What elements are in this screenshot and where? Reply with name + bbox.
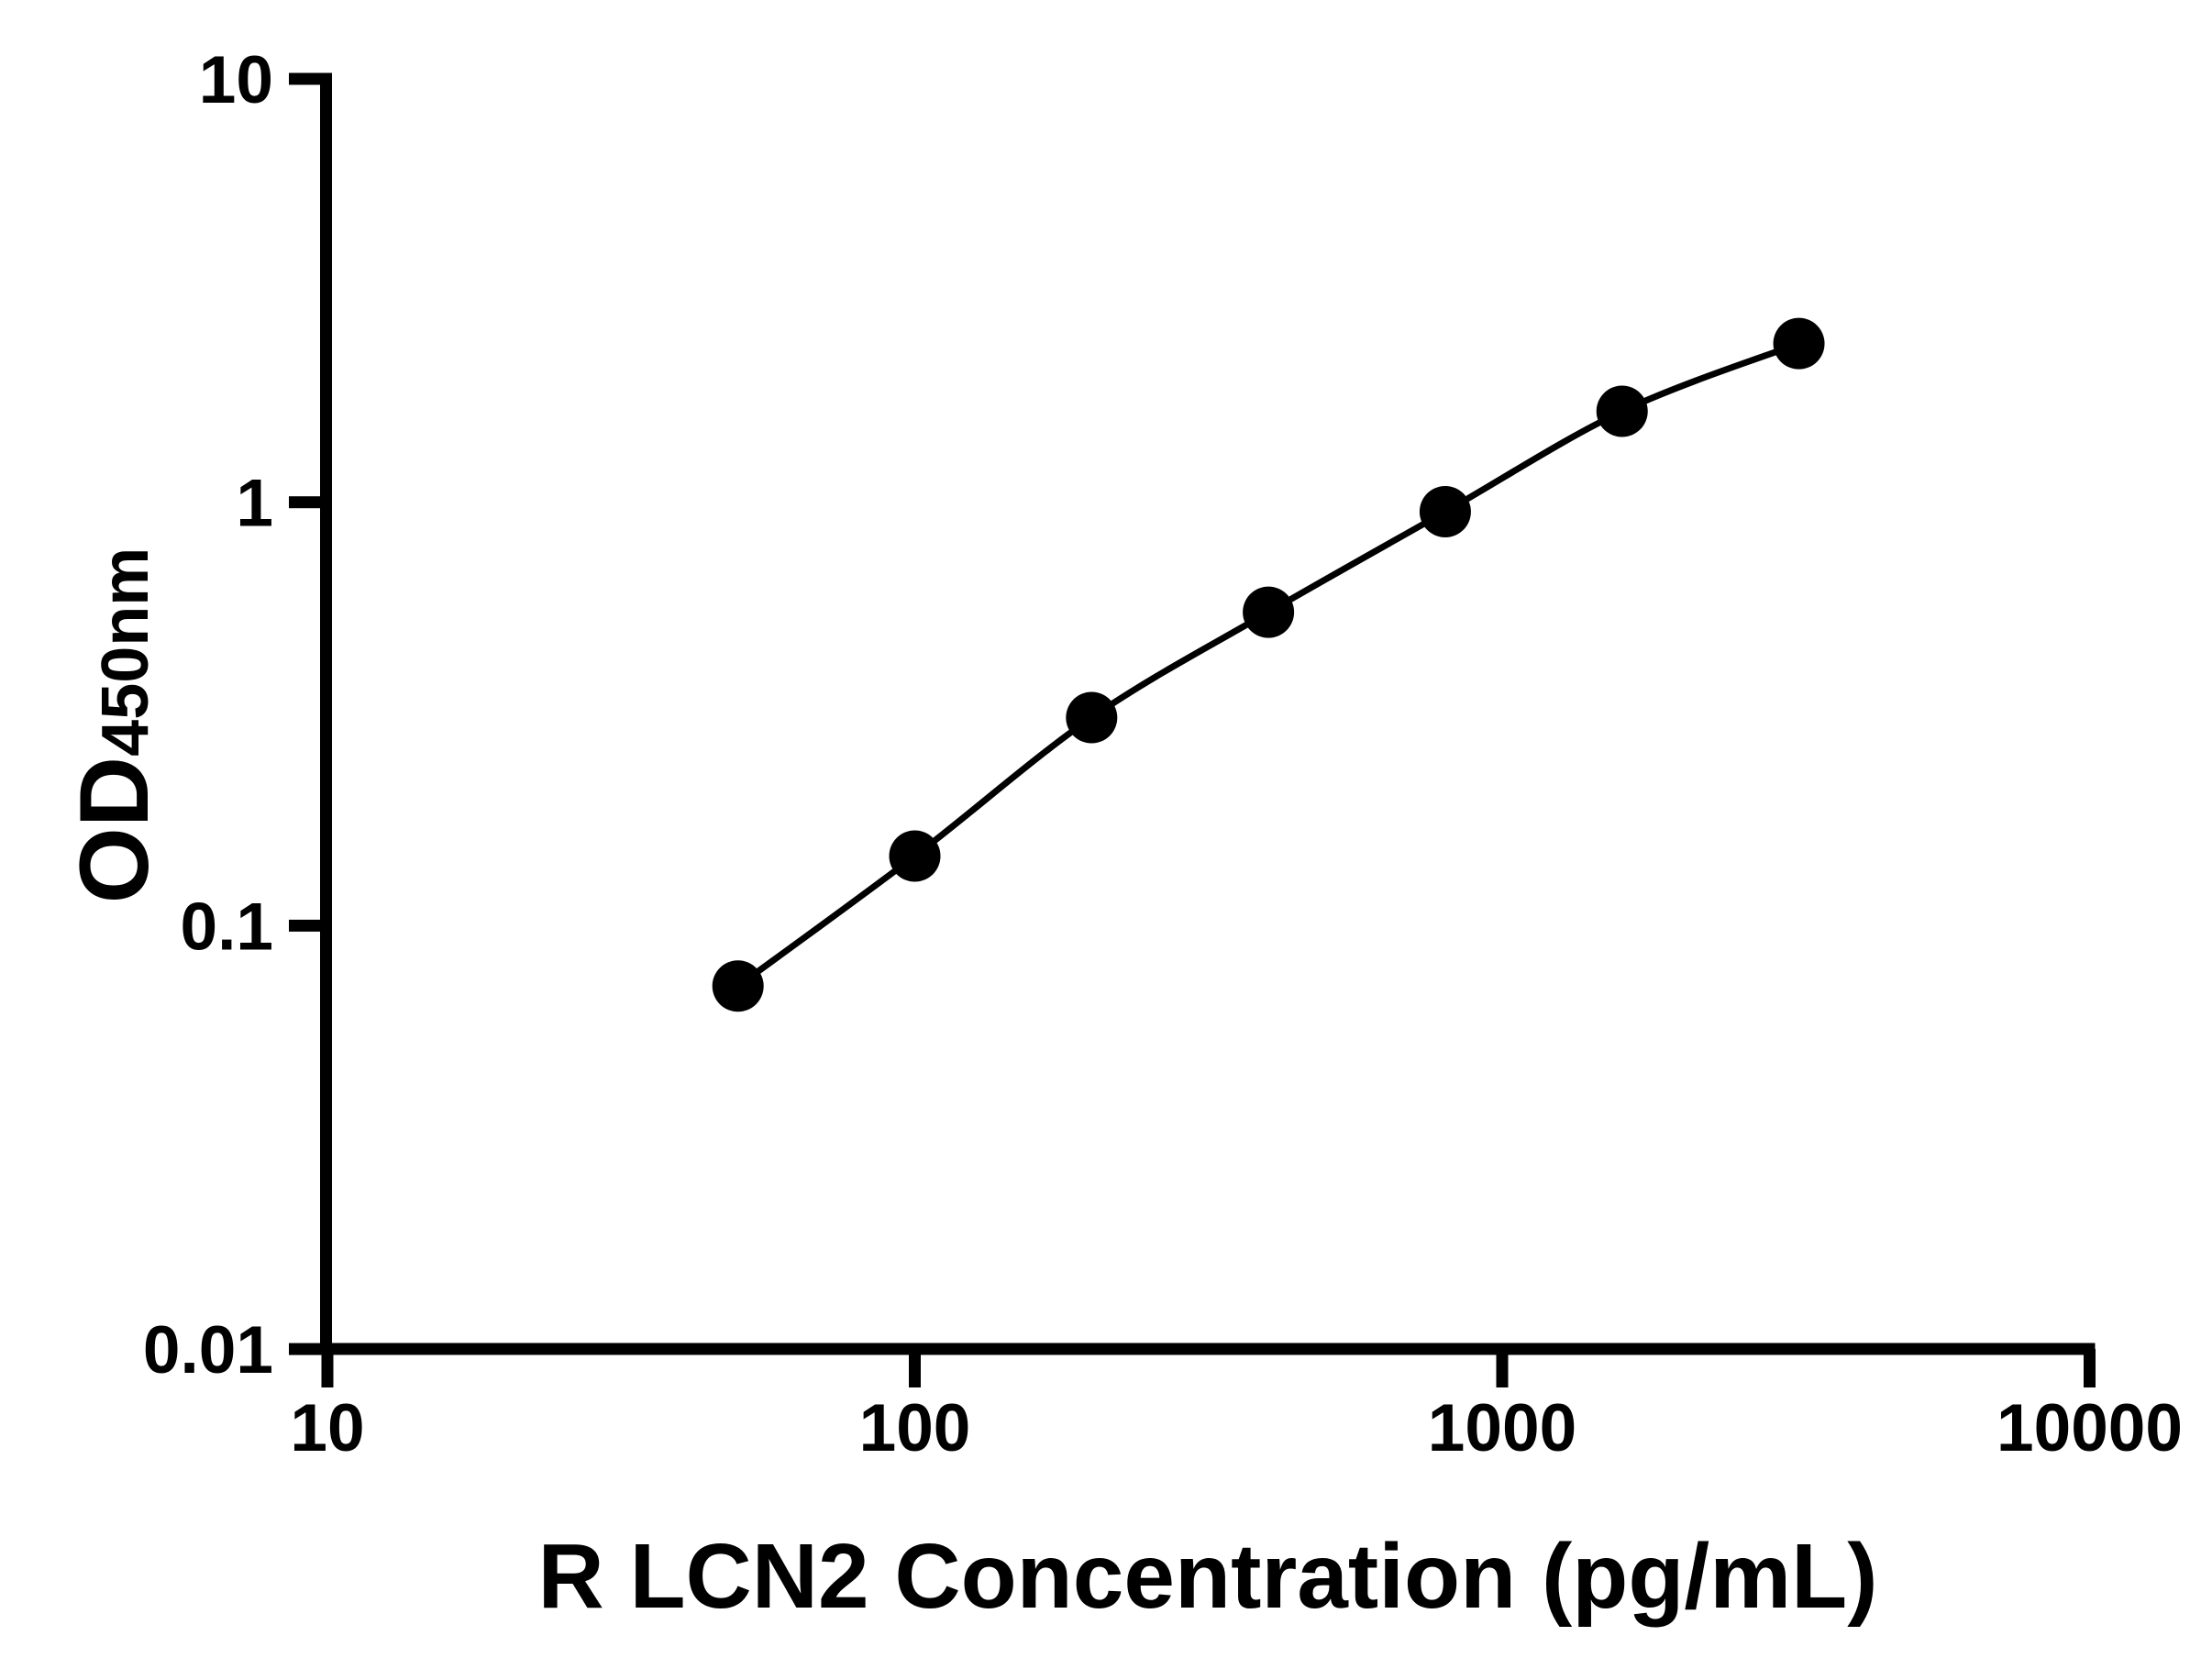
data-point	[1773, 317, 1825, 370]
y-tick-label: 10	[199, 43, 273, 117]
x-tick-label: 10000	[1996, 1391, 2183, 1465]
plot-background	[37, 15, 2201, 1665]
data-point	[1596, 385, 1648, 437]
data-point	[712, 960, 764, 1012]
x-tick-mark	[321, 1349, 334, 1387]
x-tick-mark	[2084, 1349, 2096, 1387]
y-axis-title-main: OD	[59, 757, 169, 904]
x-tick-mark	[909, 1349, 921, 1387]
y-tick-mark	[289, 919, 326, 932]
x-tick-label: 10	[290, 1391, 364, 1465]
x-tick-label: 100	[859, 1391, 971, 1465]
data-points	[712, 317, 1825, 1012]
data-point	[889, 830, 941, 882]
chart-svg: 10 1 0.1 0.01 10 100 1000 10000 OD450nm R LCN2…	[37, 15, 2201, 1665]
data-point	[1419, 485, 1471, 537]
data-point	[1243, 586, 1295, 638]
y-axis-title: OD450nm	[59, 547, 169, 904]
x-tick-mark	[1496, 1349, 1509, 1387]
y-tick-marks	[289, 72, 326, 1355]
x-tick-label: 1000	[1428, 1391, 1576, 1465]
y-axis-line	[320, 72, 332, 1355]
y-tick-labels: 10 1 0.1 0.01	[143, 43, 273, 1387]
x-axis-title: R LCN2 Concentration (pg/mL)	[537, 1525, 1877, 1628]
y-tick-label: 0.1	[181, 890, 273, 964]
y-tick-mark	[289, 1343, 326, 1355]
y-tick-label: 0.01	[143, 1313, 273, 1387]
y-tick-label: 1	[236, 467, 273, 541]
data-point	[1066, 691, 1118, 744]
standard-curve-figure: 10 1 0.1 0.01 10 100 1000 10000 OD450nm R LCN2…	[37, 15, 2201, 1665]
x-tick-labels: 10 100 1000 10000	[290, 1391, 2183, 1465]
y-axis-title-sub: 450nm	[89, 547, 162, 757]
x-tick-marks	[321, 1349, 2096, 1387]
x-axis-line	[320, 1343, 2096, 1355]
y-tick-mark	[289, 496, 326, 509]
y-tick-mark	[289, 72, 326, 85]
